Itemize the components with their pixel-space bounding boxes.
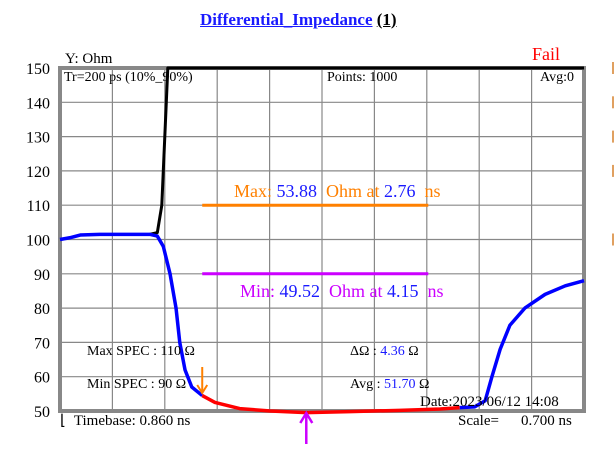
right-axis-clipped-label <box>612 130 614 143</box>
date-stamp: Date:2023/06/12 14:08 <box>420 394 559 410</box>
max-unit: Ohm at <box>326 181 380 201</box>
min-arrow-icon <box>299 410 314 444</box>
scale: Scale= 0.700 ns <box>458 414 572 429</box>
origin-icon: ⌊ <box>60 413 66 429</box>
y-tick-label: 120 <box>26 164 50 181</box>
max-spec: Max SPEC : 110 Ω <box>87 345 195 359</box>
series-line <box>459 278 585 410</box>
scale-label: Scale= <box>458 413 499 429</box>
delta-ohm: ΔΩ : 4.36 Ω <box>350 345 419 359</box>
min-spec-label: Min SPEC : <box>87 377 155 392</box>
min-time: 4.15 <box>387 281 419 301</box>
max-label: Max: <box>234 181 272 201</box>
max-time: 2.76 <box>384 181 416 201</box>
right-axis-clipped-label <box>612 62 614 74</box>
max-arrow-icon <box>196 367 209 395</box>
y-tick-label: 90 <box>34 267 50 284</box>
series-line <box>149 66 584 236</box>
min-value: 49.52 <box>279 281 321 301</box>
delta-label: ΔΩ : <box>350 344 377 359</box>
max-time-unit: ns <box>424 181 441 201</box>
avg-value: 51.70 <box>383 377 416 392</box>
avg-label: Avg : <box>350 377 381 392</box>
delta-unit: Ω <box>408 344 419 359</box>
max-spec-label: Max SPEC : <box>87 344 158 359</box>
min-unit: Ohm at <box>329 281 383 301</box>
delta-value: 4.36 <box>380 344 405 359</box>
avg-count: Avg:0 <box>540 70 574 85</box>
y-tick-label: 50 <box>34 404 50 421</box>
avg-ohm: Avg : 51.70 Ω <box>350 378 429 392</box>
right-axis-clipped-label <box>612 233 614 246</box>
y-tick-label: 100 <box>26 233 50 250</box>
y-tick-label: 140 <box>26 95 50 112</box>
y-tick-label: 70 <box>34 335 50 352</box>
chart-title: Differential_Impedance (1) <box>200 11 397 28</box>
fail-status: Fail <box>532 44 561 64</box>
max-spec-value: 110 Ω <box>160 344 195 359</box>
scale-value: 0.700 ns <box>520 413 572 429</box>
y-tick-label: 130 <box>26 130 50 147</box>
min-spec-value: 90 Ω <box>158 377 187 392</box>
min-label: Min: <box>240 281 276 301</box>
points-label-text: Points: <box>327 70 366 85</box>
title-index: (1) <box>376 10 397 29</box>
points-label: Points: 1000 <box>327 71 397 85</box>
min-time-unit: ns <box>427 281 444 301</box>
min-spec: Min SPEC : 90 Ω <box>87 378 186 392</box>
right-axis-clipped-label <box>612 164 614 177</box>
min-marker-label: Min: 49.52 Ohm at 4.15 ns <box>240 282 444 300</box>
y-tick-label: 150 <box>26 61 50 78</box>
timebase-text: Timebase: 0.860 ns <box>73 413 191 429</box>
avg-unit: Ω <box>418 377 430 392</box>
tr-label: Tr=200 ps (10%_90%) <box>64 70 193 85</box>
y-tick-label: 60 <box>34 370 50 387</box>
title-text: Differential_Impedance <box>200 10 373 29</box>
timebase: ⌊ Timebase: 0.860 ns <box>60 414 190 429</box>
series-line <box>59 232 204 397</box>
y-tick-label: 80 <box>34 301 50 318</box>
points-value: 1000 <box>369 70 398 85</box>
max-marker-label: Max: 53.88 Ohm at 2.76 ns <box>234 182 441 200</box>
y-tick-label: 110 <box>27 198 50 215</box>
y-axis-label: Y: Ohm <box>65 51 113 67</box>
max-value: 53.88 <box>276 181 318 201</box>
right-axis-clipped-label <box>612 96 614 109</box>
